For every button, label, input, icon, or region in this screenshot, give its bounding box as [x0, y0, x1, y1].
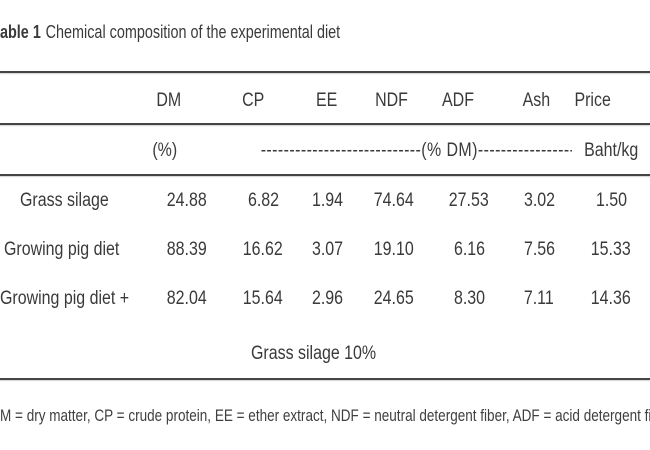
- cell-price: 14.36: [591, 288, 631, 309]
- cell-ndf: 74.64: [374, 190, 414, 211]
- cell-ndf: 24.65: [374, 288, 414, 309]
- row-label: Grass silage: [19, 190, 109, 211]
- cell-cp: 15.64: [243, 288, 283, 309]
- table-top-rule: [0, 71, 650, 73]
- cell-ee: 2.96: [311, 288, 343, 309]
- units-percent-dm-span: ----------------------------(% DM)------…: [260, 140, 572, 161]
- row-label: Growing pig diet: [3, 239, 120, 260]
- table-row-continuation: Grass silage 10%: [0, 321, 650, 377]
- cell-adf: 6.16: [453, 239, 485, 260]
- composition-table: DM CP EE NDF ADF Ash Price (%) ---------…: [0, 73, 650, 377]
- cell-adf: 27.53: [449, 190, 489, 211]
- cell-ndf: 19.10: [374, 239, 414, 260]
- table-header-rule: [0, 123, 650, 125]
- units-dm: (%): [152, 140, 177, 161]
- table-units-rule: [0, 174, 650, 176]
- header-adf: ADF: [442, 89, 474, 111]
- units-label-cell: [0, 123, 145, 174]
- header-dm: DM: [156, 89, 181, 111]
- table-caption-number: able 1: [0, 22, 41, 42]
- cell-dm: 82.04: [166, 288, 207, 309]
- row-label: Growing pig diet +: [0, 288, 130, 309]
- table-caption-text: Chemical composition of the experimental…: [45, 22, 341, 42]
- cell-ash: 7.56: [523, 239, 555, 260]
- header-row: DM CP EE NDF ADF Ash Price: [0, 73, 650, 123]
- header-ndf: NDF: [375, 89, 409, 111]
- cell-price: 15.33: [591, 239, 631, 260]
- cell-ash: 3.02: [523, 190, 555, 211]
- row-label-continuation: Grass silage 10%: [250, 343, 376, 364]
- table-caption: able 1 Chemical composition of the experi…: [0, 21, 425, 43]
- table-bottom-rule: [0, 378, 650, 380]
- header-price: Price: [574, 89, 612, 111]
- header-ee: EE: [316, 89, 338, 111]
- cell-dm: 88.39: [166, 239, 207, 260]
- table-row: Growing pig diet + 82.04 15.64 2.96 24.6…: [0, 272, 650, 321]
- cell-cp: 16.62: [243, 239, 283, 260]
- units-price: Baht/kg: [583, 140, 639, 161]
- cell-ee: 3.07: [311, 239, 343, 260]
- table-row: Growing pig diet 88.39 16.62 3.07 19.10 …: [0, 223, 650, 272]
- header-ash: Ash: [522, 89, 550, 111]
- cell-dm: 24.88: [166, 190, 207, 211]
- cell-cp: 6.82: [247, 190, 279, 211]
- header-cp: CP: [241, 89, 265, 111]
- cell-ee: 1.94: [311, 190, 343, 211]
- units-row: (%) ----------------------------(% DM)--…: [0, 123, 650, 174]
- cell-price: 1.50: [595, 190, 627, 211]
- table-footnote: M = dry matter, CP = crude protein, EE =…: [0, 407, 650, 425]
- table-row: Grass silage 24.88 6.82 1.94 74.64 27.53…: [0, 174, 650, 223]
- cell-adf: 8.30: [453, 288, 485, 309]
- header-label-cell: [0, 73, 145, 123]
- cell-ash: 7.11: [524, 288, 554, 309]
